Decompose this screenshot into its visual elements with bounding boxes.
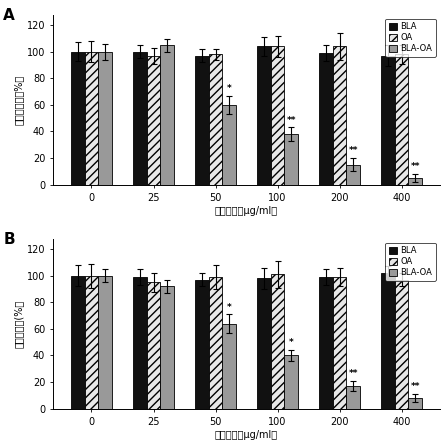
Bar	[146, 282, 160, 409]
Bar	[319, 277, 333, 409]
Bar	[319, 53, 333, 185]
Text: B: B	[3, 232, 15, 247]
Text: **: **	[410, 162, 420, 171]
Bar	[98, 52, 112, 185]
Text: *: *	[289, 339, 293, 348]
Text: *: *	[227, 303, 232, 312]
Bar	[160, 286, 174, 409]
Bar	[346, 164, 360, 185]
Bar	[98, 276, 112, 409]
Bar	[85, 52, 98, 185]
Bar	[284, 134, 298, 185]
Y-axis label: 细胞存活率（%）: 细胞存活率（%）	[14, 74, 24, 125]
Text: **: **	[410, 382, 420, 391]
Y-axis label: 细胞存活率(%）: 细胞存活率(%）	[14, 299, 24, 348]
Bar	[395, 55, 409, 185]
Bar	[381, 56, 395, 185]
Bar	[209, 277, 222, 409]
Bar	[133, 277, 146, 409]
Bar	[346, 386, 360, 409]
Legend: BLA, OA, BLA-OA: BLA, OA, BLA-OA	[385, 19, 435, 56]
Bar	[160, 45, 174, 185]
Bar	[146, 56, 160, 185]
Bar	[409, 398, 422, 409]
Bar	[71, 52, 85, 185]
Bar	[209, 55, 222, 185]
Text: *: *	[227, 84, 232, 93]
Bar	[195, 56, 209, 185]
Bar	[271, 47, 284, 185]
Bar	[195, 280, 209, 409]
Bar	[71, 276, 85, 409]
Bar	[257, 47, 271, 185]
Bar	[409, 178, 422, 185]
Bar	[284, 355, 298, 409]
Bar	[333, 47, 346, 185]
Legend: BLA, OA, BLA-OA: BLA, OA, BLA-OA	[385, 243, 435, 280]
Bar	[85, 276, 98, 409]
X-axis label: 样品浓度（μg/ml）: 样品浓度（μg/ml）	[215, 430, 278, 439]
Text: **: **	[349, 146, 358, 155]
Bar	[222, 105, 236, 185]
Text: **: **	[349, 369, 358, 378]
Bar	[333, 277, 346, 409]
Bar	[257, 279, 271, 409]
Bar	[222, 323, 236, 409]
Bar	[271, 275, 284, 409]
Text: A: A	[3, 8, 15, 23]
Text: **: **	[286, 116, 296, 125]
Bar	[133, 52, 146, 185]
X-axis label: 样品浓度（μg/ml）: 样品浓度（μg/ml）	[215, 206, 278, 215]
Bar	[395, 280, 409, 409]
Bar	[381, 273, 395, 409]
